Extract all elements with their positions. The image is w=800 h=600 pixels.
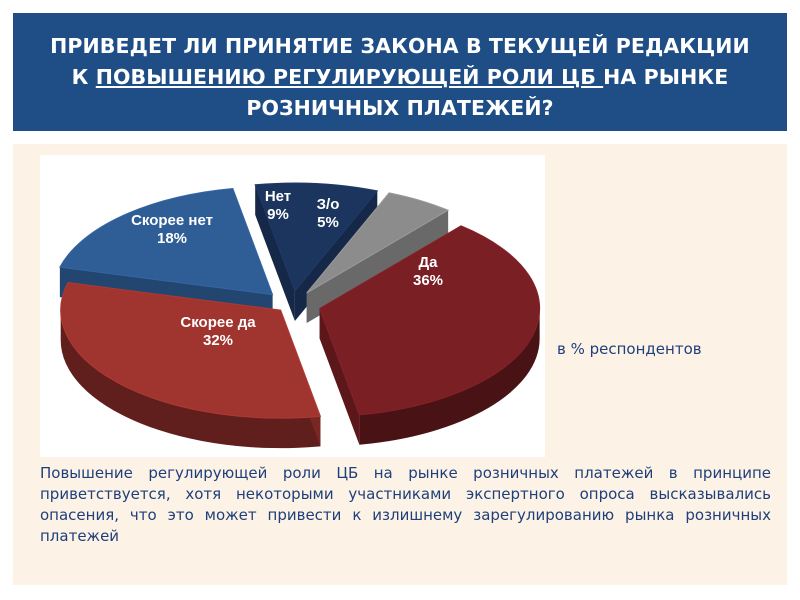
summary-text: Повышение регулирующей роли ЦБ на рынке …: [40, 464, 771, 545]
slice-top-3: [254, 182, 379, 293]
respondents-note: в % респондентов: [557, 340, 702, 358]
slice-value-1: 32%: [203, 332, 233, 349]
slice-label-3: Нет: [265, 188, 291, 205]
slice-label-1: Скорее да: [180, 314, 256, 331]
slice-1: [60, 282, 322, 449]
slice-wall-3-0: [255, 184, 295, 322]
slice-top-4: [306, 192, 450, 294]
pie-chart: Да 36% Скорее да 32% Скорее нет 18% Нет 9% З/о 5%: [40, 155, 545, 457]
title-part-2: НА РЫНКЕ РОЗНИЧНЫХ ПЛАТЕЖЕЙ?: [246, 65, 729, 120]
header-banner: ПРИВЕДЕТ ЛИ ПРИНЯТИЕ ЗАКОНА В ТЕКУЩЕЙ РЕ…: [13, 13, 787, 131]
page-title: ПРИВЕДЕТ ЛИ ПРИНЯТИЕ ЗАКОНА В ТЕКУЩЕЙ РЕ…: [43, 31, 757, 124]
slice-value-3: 9%: [267, 206, 289, 223]
slice-side-0: [359, 308, 540, 445]
slice-top-2: [59, 187, 274, 296]
slice-side-1: [60, 310, 321, 449]
slice-value-0: 36%: [413, 272, 443, 289]
slice-value-2: 18%: [157, 230, 187, 247]
slice-0: [319, 225, 541, 445]
slice-label-2: Скорее нет: [131, 212, 213, 229]
title-part-1: ПРИВЕДЕТ ЛИ ПРИНЯТИЕ ЗАКОНА В ТЕКУЩЕЙ РЕ…: [50, 34, 750, 89]
title-underlined: ПОВЫШЕНИЮ РЕГУЛИРУЮЩЕЙ РОЛИ ЦБ: [95, 65, 604, 89]
slice-wall-4-1: [306, 210, 449, 323]
slice-4: [306, 192, 450, 323]
slice-top-1: [60, 282, 322, 419]
slice-label-0: Да: [418, 254, 438, 271]
slice-label-4: З/о: [317, 196, 340, 213]
slice-top-0: [319, 225, 541, 416]
slice-value-4: 5%: [317, 214, 339, 231]
slice-wall-0-1: [319, 308, 360, 445]
